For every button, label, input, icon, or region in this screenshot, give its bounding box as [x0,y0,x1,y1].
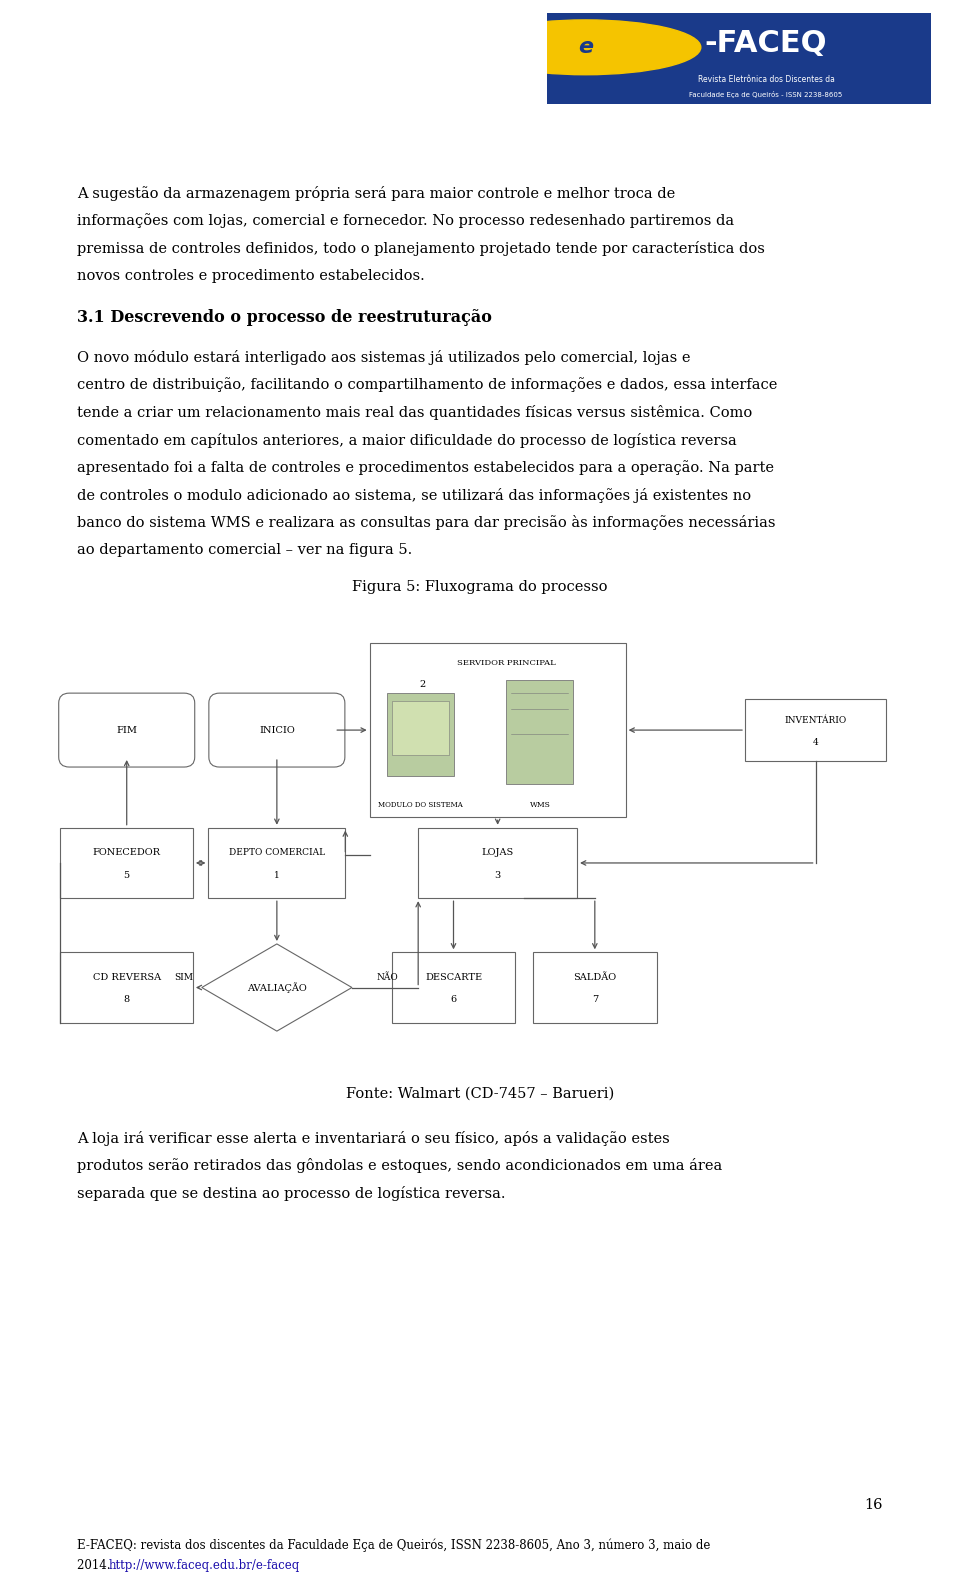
FancyBboxPatch shape [59,693,195,767]
Text: 3: 3 [494,871,501,880]
Text: WMS: WMS [530,800,550,808]
Text: SERVIDOR PRINCIPAL: SERVIDOR PRINCIPAL [457,660,556,668]
Text: informações com lojas, comercial e fornecedor. No processo redesenhado partiremo: informações com lojas, comercial e forne… [77,213,734,228]
Text: 7: 7 [591,995,598,1005]
Text: Faculdade Eça de Queirós - ISSN 2238-8605: Faculdade Eça de Queirós - ISSN 2238-860… [689,91,843,98]
Text: http://www.faceq.edu.br/e-faceq: http://www.faceq.edu.br/e-faceq [108,1559,300,1572]
Text: DESCARTE: DESCARTE [425,973,482,983]
Text: 2014.: 2014. [77,1559,114,1572]
Text: produtos serão retirados das gôndolas e estoques, sendo acondicionados em uma ár: produtos serão retirados das gôndolas e … [77,1159,722,1173]
FancyBboxPatch shape [60,828,193,898]
Text: 3.1 Descrevendo o processo de reestruturação: 3.1 Descrevendo o processo de reestrutur… [77,309,492,326]
Text: A sugestão da armazenagem própria será para maior controle e melhor troca de: A sugestão da armazenagem própria será p… [77,186,675,202]
Text: Figura 5: Fluxograma do processo: Figura 5: Fluxograma do processo [352,580,608,594]
Polygon shape [202,943,352,1032]
Text: centro de distribuição, facilitando o compartilhamento de informações e dados, e: centro de distribuição, facilitando o co… [77,378,778,392]
Text: separada que se destina ao processo de logística reversa.: separada que se destina ao processo de l… [77,1186,505,1202]
Text: e: e [578,38,593,57]
Text: 5: 5 [124,871,130,880]
Text: 2: 2 [420,680,425,688]
Text: Revista Eletrônica dos Discentes da: Revista Eletrônica dos Discentes da [698,74,834,83]
Text: E-FACEQ: revista dos discentes da Faculdade Eça de Queirós, ISSN 2238-8605, Ano : E-FACEQ: revista dos discentes da Faculd… [77,1539,710,1553]
FancyBboxPatch shape [392,953,516,1022]
FancyBboxPatch shape [209,693,345,767]
Text: 4: 4 [813,739,819,747]
Text: MODULO DO SISTEMA: MODULO DO SISTEMA [378,800,464,808]
Text: DEPTO COMERCIAL: DEPTO COMERCIAL [228,849,324,857]
Text: A loja irá verificar esse alerta e inventariará o seu físico, após a validação e: A loja irá verificar esse alerta e inven… [77,1131,669,1147]
Text: -FACEQ: -FACEQ [705,30,828,58]
Text: novos controles e procedimento estabelecidos.: novos controles e procedimento estabelec… [77,268,424,282]
Text: CD REVERSA: CD REVERSA [93,973,160,983]
FancyBboxPatch shape [370,643,626,817]
FancyBboxPatch shape [547,13,931,104]
Text: O novo módulo estará interligado aos sistemas já utilizados pelo comercial, loja: O novo módulo estará interligado aos sis… [77,350,690,365]
FancyBboxPatch shape [387,693,453,776]
FancyBboxPatch shape [419,828,577,898]
Text: premissa de controles definidos, todo o planejamento projetado tende por caracte: premissa de controles definidos, todo o … [77,241,765,257]
Text: comentado em capítulos anteriores, a maior dificuldade do processo de logística : comentado em capítulos anteriores, a mai… [77,433,736,447]
Text: INVENTÁRIO: INVENTÁRIO [784,715,847,725]
FancyBboxPatch shape [507,680,573,784]
Text: INICIO: INICIO [259,726,295,734]
Text: AVALIAÇÃO: AVALIAÇÃO [247,983,307,992]
FancyBboxPatch shape [208,828,346,898]
Text: ao departamento comercial – ver na figura 5.: ao departamento comercial – ver na figur… [77,543,412,558]
Text: banco do sistema WMS e realizara as consultas para dar precisão às informações n: banco do sistema WMS e realizara as cons… [77,515,776,531]
FancyBboxPatch shape [533,953,657,1022]
FancyBboxPatch shape [60,953,193,1022]
Text: 16: 16 [865,1498,883,1512]
Text: LOJAS: LOJAS [482,849,514,857]
Text: 1: 1 [274,871,279,880]
Text: apresentado foi a falta de controles e procedimentos estabelecidos para a operaç: apresentado foi a falta de controles e p… [77,460,774,476]
Circle shape [470,20,701,74]
Text: 6: 6 [450,995,457,1005]
Text: FIM: FIM [116,726,137,734]
Text: Fonte: Walmart (CD-7457 – Barueri): Fonte: Walmart (CD-7457 – Barueri) [346,1087,614,1101]
Text: SIM: SIM [175,973,194,983]
FancyBboxPatch shape [392,701,449,754]
Text: 8: 8 [124,995,130,1005]
Text: de controles o modulo adicionado ao sistema, se utilizará das informações já exi: de controles o modulo adicionado ao sist… [77,488,751,502]
Text: FONECEDOR: FONECEDOR [93,849,160,857]
Text: SALDÃO: SALDÃO [573,973,616,983]
Text: tende a criar um relacionamento mais real das quantidades físicas versus sistêmi: tende a criar um relacionamento mais rea… [77,405,752,421]
FancyBboxPatch shape [745,699,886,761]
Text: NÃO: NÃO [376,973,398,983]
